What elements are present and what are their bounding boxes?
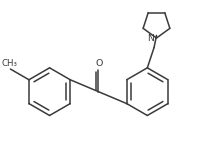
Text: O: O (95, 59, 103, 68)
Text: N: N (147, 34, 153, 43)
Text: CH₃: CH₃ (1, 59, 17, 68)
